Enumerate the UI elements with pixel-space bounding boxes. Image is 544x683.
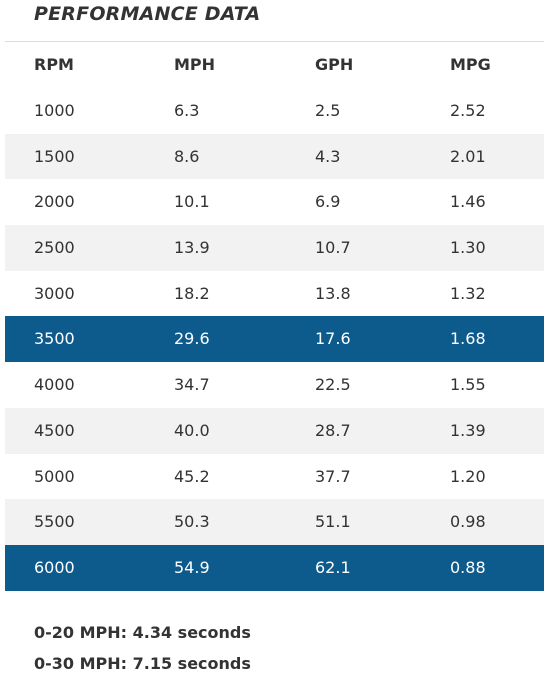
table-cell: 13.9 — [174, 238, 210, 258]
table-cell: 3500 — [34, 329, 75, 349]
table-cell: 6000 — [34, 557, 75, 577]
table-row: 4000 34.7 22.5 1.55 — [5, 362, 544, 408]
table-cell: 45.2 — [174, 466, 210, 486]
table-cell: 1.20 — [450, 466, 486, 486]
table-cell: 1.68 — [450, 329, 486, 349]
notes: 0-20 MPH: 4.34 seconds 0-30 MPH: 7.15 sec… — [34, 621, 251, 683]
header-cell: RPM — [34, 55, 74, 74]
table-cell: 6.9 — [315, 192, 341, 212]
header-cell: MPG — [450, 55, 491, 74]
table-row: 2000 10.1 6.9 1.46 — [5, 179, 544, 225]
table-cell: 5500 — [34, 512, 75, 532]
table-cell: 4.3 — [315, 146, 341, 166]
table-cell: 40.0 — [174, 420, 210, 440]
table-cell: 10.7 — [315, 238, 351, 258]
table-row: 6000 54.9 62.1 0.88 — [5, 544, 544, 591]
table-cell: 8.6 — [174, 146, 200, 166]
table-cell: 1.39 — [450, 420, 486, 440]
table-cell: 0.88 — [450, 557, 486, 577]
performance-table: RPM MPH GPH MPG 1000 6.3 2.5 2.52 1500 8.6 4.3 2.01… — [5, 41, 544, 591]
table-cell: 1.32 — [450, 283, 486, 303]
header-row: RPM MPH GPH MPG — [5, 42, 544, 88]
table-cell: 2.5 — [315, 101, 341, 120]
table-cell: 50.3 — [174, 512, 210, 532]
table-row: 3500 29.6 17.6 1.68 — [5, 316, 544, 363]
note: 0-20 MPH: 4.34 seconds — [34, 623, 251, 642]
table-cell: 0.98 — [450, 512, 486, 532]
table-cell: 29.6 — [174, 329, 210, 349]
table-cell: 13.8 — [315, 283, 351, 303]
table-cell: 5000 — [34, 466, 75, 486]
table-cell: 37.7 — [315, 466, 351, 486]
table-cell: 2500 — [34, 238, 75, 258]
table-row: 3000 18.2 13.8 1.32 — [5, 271, 544, 317]
table-cell: 2.01 — [450, 146, 486, 166]
table-cell: 1.55 — [450, 375, 486, 395]
table-row: 1500 8.6 4.3 2.01 — [5, 133, 544, 180]
table-cell: 51.1 — [315, 512, 351, 532]
table-cell: 22.5 — [315, 375, 351, 395]
table-cell: 1.30 — [450, 238, 486, 258]
table-cell: 28.7 — [315, 420, 351, 440]
table-cell: 10.1 — [174, 192, 210, 212]
table-cell: 2000 — [34, 192, 75, 212]
table-cell: 6.3 — [174, 101, 200, 120]
table-cell: 4000 — [34, 375, 75, 395]
header-cell: GPH — [315, 55, 354, 74]
header-cell: MPH — [174, 55, 216, 74]
table-cell: 4500 — [34, 420, 75, 440]
title: PERFORMANCE DATA — [34, 3, 261, 25]
table-cell: 1.46 — [450, 192, 486, 212]
table-cell: 1000 — [34, 101, 75, 120]
table-cell: 1500 — [34, 146, 75, 166]
table-row: 2500 13.9 10.7 1.30 — [5, 225, 544, 271]
table-cell: 34.7 — [174, 375, 210, 395]
table-row: 4500 40.0 28.7 1.39 — [5, 407, 544, 454]
note: 0-30 MPH: 7.15 seconds — [34, 654, 251, 673]
table-cell: 18.2 — [174, 283, 210, 303]
table-cell: 3000 — [34, 283, 75, 303]
table-row: 1000 6.3 2.5 2.52 — [5, 88, 544, 134]
table-cell: 17.6 — [315, 329, 351, 349]
table-row: 5000 45.2 37.7 1.20 — [5, 454, 544, 500]
table-cell: 62.1 — [315, 557, 351, 577]
table-cell: 54.9 — [174, 557, 210, 577]
table-row: 5500 50.3 51.1 0.98 — [5, 499, 544, 545]
table-cell: 2.52 — [450, 101, 486, 120]
